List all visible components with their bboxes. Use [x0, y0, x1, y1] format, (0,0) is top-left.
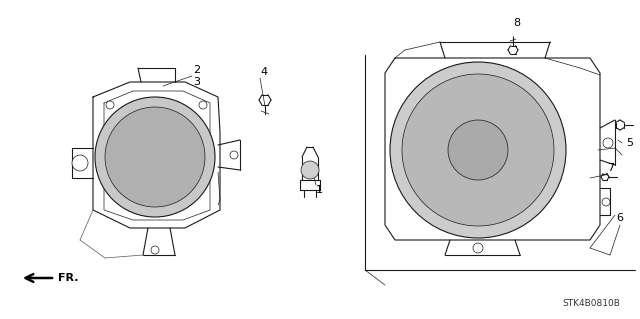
Circle shape — [473, 243, 483, 253]
Text: 4: 4 — [260, 67, 267, 77]
Text: 2: 2 — [193, 65, 200, 75]
Text: STK4B0810B: STK4B0810B — [562, 299, 620, 308]
Circle shape — [95, 97, 215, 217]
Circle shape — [72, 155, 88, 171]
Circle shape — [402, 74, 554, 226]
Text: 1: 1 — [316, 185, 323, 195]
Text: 8: 8 — [513, 18, 520, 28]
Circle shape — [603, 138, 613, 148]
Text: 3: 3 — [193, 77, 200, 87]
Text: 5: 5 — [626, 138, 633, 148]
Circle shape — [151, 246, 159, 254]
Circle shape — [199, 101, 207, 109]
Circle shape — [301, 161, 319, 179]
Circle shape — [230, 151, 238, 159]
Text: 6: 6 — [616, 213, 623, 223]
Circle shape — [106, 101, 114, 109]
Text: 7: 7 — [607, 163, 614, 173]
Circle shape — [390, 62, 566, 238]
Circle shape — [448, 120, 508, 180]
Circle shape — [602, 198, 610, 206]
Text: FR.: FR. — [58, 273, 79, 283]
Circle shape — [105, 107, 205, 207]
